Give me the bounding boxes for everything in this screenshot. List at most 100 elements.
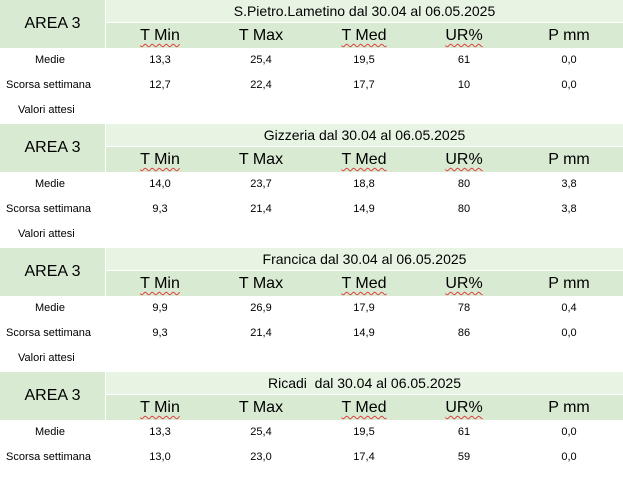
cell-t-max: 25,4 xyxy=(250,426,272,438)
cell-t-med: 14,9 xyxy=(353,203,375,215)
cell-t-min: 13,3 xyxy=(149,426,171,438)
column-headers: T Min T Max T Med UR% P mm xyxy=(106,395,623,420)
cell-t-max: 21,4 xyxy=(250,203,272,215)
cell-t-min: 9,9 xyxy=(152,302,168,314)
col-t-max: T Max xyxy=(238,27,284,44)
cell-t-med: 14,9 xyxy=(353,327,375,339)
cell-p-mm: 0,0 xyxy=(561,327,577,339)
row-label: Scorsa settimana xyxy=(6,79,91,91)
cell-p-mm: 0,0 xyxy=(561,79,577,91)
cell-ur: 80 xyxy=(457,178,471,190)
cell-t-min: 13,0 xyxy=(149,451,171,463)
col-t-max: T Max xyxy=(238,275,284,292)
row-label: Valori attesi xyxy=(18,352,75,364)
cell-p-mm: 0,0 xyxy=(561,426,577,438)
row-scorsa: Scorsa settimana 12,7 22,4 17,7 10 0,0 xyxy=(0,73,623,98)
cell-t-med: 17,7 xyxy=(353,79,375,91)
station-block: AREA 3 Gizzeria dal 30.04 al 06.05.2025 … xyxy=(0,124,623,246)
table-header: AREA 3 Gizzeria dal 30.04 al 06.05.2025 … xyxy=(0,124,623,172)
col-t-med: T Med xyxy=(341,275,387,292)
cell-t-med: 17,4 xyxy=(353,451,375,463)
cell-t-max: 23,0 xyxy=(250,451,272,463)
cell-t-med: 18,8 xyxy=(353,178,375,190)
col-ur: UR% xyxy=(445,275,483,292)
cell-t-max: 25,4 xyxy=(250,54,272,66)
cell-p-mm: 0,4 xyxy=(561,302,577,314)
row-label: Medie xyxy=(35,426,65,438)
area-label: AREA 3 xyxy=(0,248,106,296)
col-p-mm: P mm xyxy=(548,399,590,416)
station-block: AREA 3 Ricadi dal 30.04 al 06.05.2025 T … xyxy=(0,372,623,470)
col-t-min: T Min xyxy=(140,151,180,168)
row-medie: Medie 9,9 26,9 17,9 78 0,4 xyxy=(0,296,623,321)
cell-ur: 59 xyxy=(457,451,471,463)
row-attesi: Valori attesi xyxy=(0,346,623,370)
row-attesi: Valori attesi xyxy=(0,222,623,246)
station-title: Gizzeria dal 30.04 al 06.05.2025 xyxy=(106,124,623,147)
col-p-mm: P mm xyxy=(548,27,590,44)
cell-ur: 86 xyxy=(457,327,471,339)
row-label: Scorsa settimana xyxy=(6,327,91,339)
row-medie: Medie 14,0 23,7 18,8 80 3,8 xyxy=(0,172,623,197)
cell-t-max: 21,4 xyxy=(250,327,272,339)
row-scorsa: Scorsa settimana 13,0 23,0 17,4 59 0,0 xyxy=(0,445,623,470)
col-p-mm: P mm xyxy=(548,275,590,292)
row-medie: Medie 13,3 25,4 19,5 61 0,0 xyxy=(0,420,623,445)
area-label: AREA 3 xyxy=(0,372,106,420)
table-header: AREA 3 Ricadi dal 30.04 al 06.05.2025 T … xyxy=(0,372,623,420)
col-t-min: T Min xyxy=(140,275,180,292)
cell-p-mm: 3,8 xyxy=(561,203,577,215)
row-scorsa: Scorsa settimana 9,3 21,4 14,9 80 3,8 xyxy=(0,197,623,222)
cell-t-min: 9,3 xyxy=(152,327,168,339)
cell-t-min: 9,3 xyxy=(152,203,168,215)
table-header: AREA 3 S.Pietro.Lametino dal 30.04 al 06… xyxy=(0,0,623,48)
cell-t-max: 26,9 xyxy=(250,302,272,314)
cell-p-mm: 3,8 xyxy=(561,178,577,190)
row-label: Medie xyxy=(35,302,65,314)
cell-ur: 61 xyxy=(457,54,471,66)
col-t-med: T Med xyxy=(341,27,387,44)
cell-ur: 80 xyxy=(457,203,471,215)
area-label: AREA 3 xyxy=(0,0,106,48)
cell-ur: 61 xyxy=(457,426,471,438)
column-headers: T Min T Max T Med UR% P mm xyxy=(106,23,623,48)
col-ur: UR% xyxy=(445,27,483,44)
col-t-med: T Med xyxy=(341,399,387,416)
row-label: Medie xyxy=(35,178,65,190)
row-label: Scorsa settimana xyxy=(6,203,91,215)
row-label: Valori attesi xyxy=(18,104,75,116)
cell-t-med: 17,9 xyxy=(353,302,375,314)
col-p-mm: P mm xyxy=(548,151,590,168)
row-label: Medie xyxy=(35,54,65,66)
col-t-max: T Max xyxy=(238,399,284,416)
col-t-min: T Min xyxy=(140,27,180,44)
cell-t-med: 19,5 xyxy=(353,426,375,438)
col-t-max: T Max xyxy=(238,151,284,168)
row-scorsa: Scorsa settimana 9,3 21,4 14,9 86 0,0 xyxy=(0,321,623,346)
row-medie: Medie 13,3 25,4 19,5 61 0,0 xyxy=(0,48,623,73)
col-t-med: T Med xyxy=(341,151,387,168)
station-title: S.Pietro.Lametino dal 30.04 al 06.05.202… xyxy=(106,0,623,23)
cell-ur: 10 xyxy=(457,79,471,91)
row-label: Valori attesi xyxy=(18,228,75,240)
row-attesi: Valori attesi xyxy=(0,98,623,122)
station-title: Francica dal 30.04 al 06.05.2025 xyxy=(106,248,623,271)
cell-t-min: 12,7 xyxy=(149,79,171,91)
cell-t-max: 22,4 xyxy=(250,79,272,91)
column-headers: T Min T Max T Med UR% P mm xyxy=(106,271,623,296)
cell-p-mm: 0,0 xyxy=(561,451,577,463)
cell-t-med: 19,5 xyxy=(353,54,375,66)
column-headers: T Min T Max T Med UR% P mm xyxy=(106,147,623,172)
cell-t-min: 13,3 xyxy=(149,54,171,66)
station-title: Ricadi dal 30.04 al 06.05.2025 xyxy=(106,372,623,395)
station-block: AREA 3 S.Pietro.Lametino dal 30.04 al 06… xyxy=(0,0,623,122)
col-t-min: T Min xyxy=(140,399,180,416)
area-label: AREA 3 xyxy=(0,124,106,172)
cell-t-max: 23,7 xyxy=(250,178,272,190)
station-block: AREA 3 Francica dal 30.04 al 06.05.2025 … xyxy=(0,248,623,370)
col-ur: UR% xyxy=(445,151,483,168)
table-header: AREA 3 Francica dal 30.04 al 06.05.2025 … xyxy=(0,248,623,296)
cell-p-mm: 0,0 xyxy=(561,54,577,66)
col-ur: UR% xyxy=(445,399,483,416)
